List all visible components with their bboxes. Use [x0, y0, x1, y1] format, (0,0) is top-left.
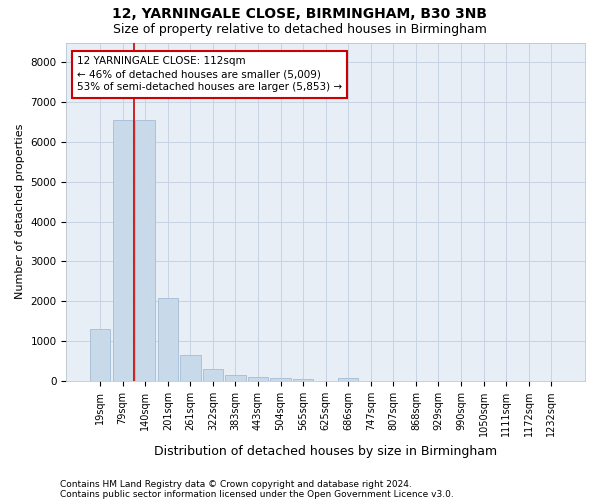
Text: Contains HM Land Registry data © Crown copyright and database right 2024.: Contains HM Land Registry data © Crown c…: [60, 480, 412, 489]
Bar: [135, 120, 155, 381]
Text: Contains public sector information licensed under the Open Government Licence v3: Contains public sector information licen…: [60, 490, 454, 499]
Bar: [271, 378, 291, 381]
Text: 12, YARNINGALE CLOSE, BIRMINGHAM, B30 3NB: 12, YARNINGALE CLOSE, BIRMINGHAM, B30 3N…: [113, 8, 487, 22]
Text: 12 YARNINGALE CLOSE: 112sqm
← 46% of detached houses are smaller (5,009)
53% of : 12 YARNINGALE CLOSE: 112sqm ← 46% of det…: [77, 56, 342, 92]
Bar: [158, 298, 178, 381]
Bar: [90, 329, 110, 381]
Bar: [293, 379, 313, 381]
X-axis label: Distribution of detached houses by size in Birmingham: Distribution of detached houses by size …: [154, 444, 497, 458]
Bar: [203, 370, 223, 381]
Bar: [248, 376, 268, 381]
Bar: [338, 378, 358, 381]
Y-axis label: Number of detached properties: Number of detached properties: [15, 124, 25, 300]
Bar: [180, 355, 200, 381]
Bar: [226, 375, 245, 381]
Bar: [113, 120, 133, 381]
Text: Size of property relative to detached houses in Birmingham: Size of property relative to detached ho…: [113, 22, 487, 36]
